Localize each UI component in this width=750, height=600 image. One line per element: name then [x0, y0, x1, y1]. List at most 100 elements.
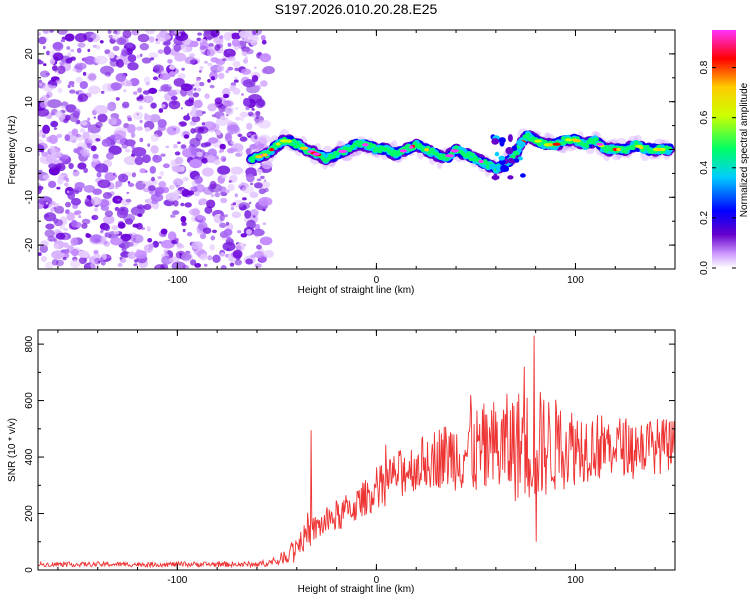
noise-blob	[100, 235, 107, 243]
noise-blob	[110, 134, 115, 140]
noise-blob	[258, 134, 271, 144]
noise-blob	[196, 214, 203, 220]
noise-blob	[161, 255, 173, 265]
noise-blob	[194, 184, 205, 193]
noise-blob	[101, 138, 112, 147]
noise-blob	[104, 210, 113, 218]
noise-blob	[139, 168, 147, 174]
noise-blob	[39, 244, 48, 253]
ridge-band	[525, 133, 531, 137]
noise-blob	[230, 166, 244, 175]
noise-blob	[152, 76, 158, 81]
noise-blob	[219, 148, 224, 153]
colorbar-tick-label: 0.2	[699, 211, 710, 225]
noise-blob	[82, 71, 87, 76]
noise-blob	[237, 230, 242, 234]
noise-blob	[260, 35, 266, 41]
noise-blob	[199, 233, 207, 240]
noise-blob	[64, 182, 69, 187]
ridge-peak	[616, 147, 621, 152]
noise-blob	[254, 263, 262, 269]
noise-blob	[173, 190, 181, 195]
noise-blob	[206, 48, 215, 57]
noise-blob	[169, 30, 172, 33]
ridge-band	[634, 140, 639, 145]
x-tick-label-bottom: 100	[567, 575, 584, 586]
colorbar-tick-label: 0.8	[699, 60, 710, 74]
noise-blob	[207, 62, 213, 67]
noise-blob	[57, 87, 63, 94]
noise-blob	[74, 33, 88, 43]
noise-blob	[137, 87, 143, 93]
noise-blob	[181, 252, 193, 262]
noise-blob	[133, 263, 138, 267]
noise-blob	[57, 176, 64, 185]
noise-blob	[145, 81, 150, 86]
ridge-band	[560, 136, 566, 141]
noise-blob	[71, 84, 75, 88]
noise-blob	[239, 111, 249, 118]
noise-blob	[38, 252, 42, 256]
noise-blob	[253, 172, 257, 177]
ridge-band	[584, 144, 590, 149]
noise-blob	[204, 142, 212, 147]
noise-blob	[53, 243, 60, 250]
noise-blob	[246, 122, 253, 130]
ridge-band	[511, 154, 517, 159]
noise-blob	[259, 236, 273, 246]
noise-blob	[182, 176, 189, 182]
ridge-band	[543, 140, 548, 144]
noise-blob	[143, 114, 152, 121]
noise-blob	[241, 93, 244, 96]
noise-blob	[198, 70, 202, 73]
ridge-turbulence	[517, 141, 526, 148]
colorbar-tick-label: 0.0	[699, 261, 710, 275]
noise-blob	[121, 247, 127, 252]
noise-blob	[253, 229, 261, 237]
noise-blob	[121, 49, 129, 57]
noise-blob	[112, 45, 120, 52]
noise-blob	[139, 53, 143, 57]
noise-blob	[66, 212, 76, 221]
noise-blob	[209, 84, 215, 89]
noise-blob	[252, 30, 257, 36]
noise-blob	[201, 122, 206, 126]
noise-region	[38, 30, 275, 269]
noise-blob	[55, 79, 62, 84]
noise-blob	[235, 245, 242, 251]
ridge-turbulence	[514, 158, 520, 163]
noise-blob	[45, 223, 55, 230]
noise-blob	[78, 250, 89, 258]
noise-blob	[259, 53, 272, 63]
noise-blob	[54, 203, 59, 208]
noise-blob	[168, 254, 173, 257]
noise-blob	[121, 207, 125, 212]
noise-blob	[210, 57, 219, 63]
noise-blob	[110, 82, 122, 91]
noise-blob	[39, 82, 42, 86]
noise-blob	[65, 201, 71, 208]
ridge-band	[331, 154, 337, 159]
noise-blob	[233, 76, 238, 81]
noise-blob	[78, 256, 87, 265]
noise-blob	[134, 259, 138, 263]
noise-blob	[124, 148, 131, 153]
noise-blob	[154, 186, 165, 195]
noise-blob	[207, 103, 217, 112]
ridge-turbulence	[520, 173, 526, 178]
noise-blob	[51, 259, 59, 266]
noise-blob	[137, 213, 143, 217]
noise-blob	[154, 264, 166, 269]
noise-blob	[47, 99, 62, 109]
noise-blob	[225, 69, 230, 74]
noise-blob	[134, 250, 147, 259]
noise-blob	[54, 205, 65, 214]
noise-blob	[187, 190, 195, 196]
noise-blob	[175, 184, 180, 188]
noise-blob	[163, 249, 168, 254]
ridge-band	[294, 140, 300, 145]
ridge-turbulence	[498, 159, 506, 165]
noise-blob	[219, 143, 226, 150]
noise-blob	[234, 107, 239, 110]
ridge-turbulence	[498, 137, 506, 144]
